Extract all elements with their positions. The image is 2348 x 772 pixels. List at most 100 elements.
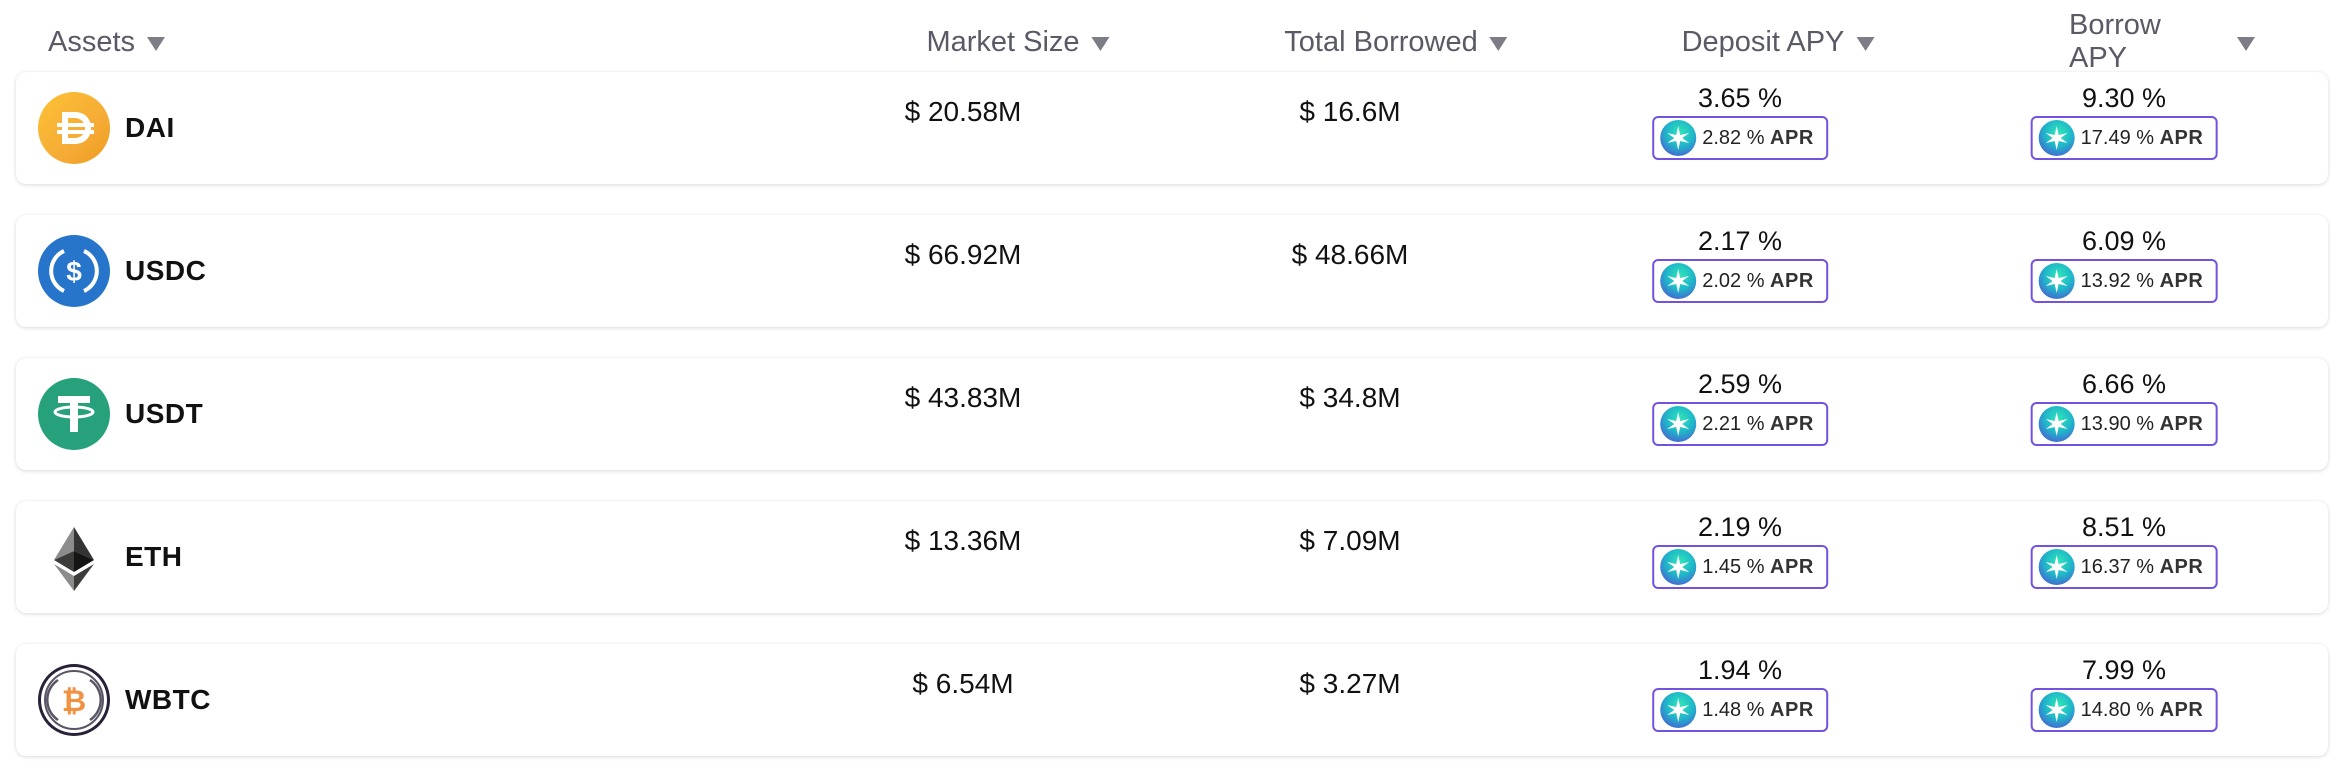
header-label: Market Size [926,25,1080,58]
reward-token-icon [1660,692,1697,728]
market-size-value: $ 13.36M [904,525,1022,556]
reward-token-icon [1660,263,1697,299]
dai-icon [38,92,110,164]
borrow-apy-cell: 6.66 % 13.90 % APR [2030,368,2218,446]
svg-text:₿: ₿ [62,685,86,718]
borrow-apr-value: 16.37 % [2080,555,2155,578]
table-row[interactable]: $ USDC $ 66.92M $ 48.66M 2.17 % 2.02 % A… [16,215,2328,327]
total-borrowed-value: $ 3.27M [1299,668,1401,699]
apr-suffix: APR [2159,698,2204,721]
deposit-apr-value: 1.45 % [1702,555,1765,578]
apr-suffix: APR [2159,555,2204,578]
borrow-apr-value: 17.49 % [2080,126,2155,149]
reward-token-icon [2038,263,2075,299]
header-label: Deposit APY [1681,25,1845,58]
reward-token-icon [1660,120,1697,156]
asset-name: WBTC [125,684,211,715]
deposit-apy-value: 2.17 % [1697,226,1783,256]
sort-caret-icon [1489,36,1508,51]
apr-suffix: APR [2159,412,2204,435]
reward-token-icon [1660,406,1697,442]
sort-borrow-apy[interactable]: Borrow APY [2069,9,2255,74]
sort-caret-icon [147,36,166,51]
deposit-apr-value: 1.48 % [1702,698,1765,721]
deposit-apy-cell: 2.19 % 1.45 % APR [1652,511,1828,589]
apr-suffix: APR [1770,698,1814,721]
deposit-apr-badge[interactable]: 1.45 % APR [1652,545,1828,589]
deposit-apr-badge[interactable]: 2.82 % APR [1652,116,1828,160]
deposit-apr-value: 2.21 % [1702,412,1765,435]
deposit-apy-cell: 2.17 % 2.02 % APR [1652,225,1828,303]
borrow-apy-cell: 8.51 % 16.37 % APR [2030,511,2218,589]
deposit-apr-value: 2.02 % [1702,269,1765,292]
sort-market-size[interactable]: Market Size [926,22,1110,62]
reward-token-icon [2038,406,2075,442]
sort-caret-icon [1856,36,1875,51]
asset-name: USDT [125,398,204,429]
header-label: Total Borrowed [1284,25,1478,58]
borrow-apy-value: 7.99 % [2081,655,2167,685]
total-borrowed-value: $ 48.66M [1291,239,1409,270]
deposit-apy-value: 3.65 % [1697,83,1783,113]
total-borrowed-value: $ 7.09M [1299,525,1401,556]
deposit-apy-value: 2.19 % [1697,512,1783,542]
market-size-value: $ 6.54M [912,668,1014,699]
reward-token-icon [1660,549,1697,585]
usdt-icon [38,378,110,450]
borrow-apy-cell: 7.99 % 14.80 % APR [2030,654,2218,732]
apr-suffix: APR [1770,555,1814,578]
total-borrowed-value: $ 16.6M [1299,96,1401,127]
borrow-apy-value: 6.09 % [2081,226,2167,256]
table-header: Assets Market Size Total Borrowed Deposi… [0,0,2348,74]
apr-suffix: APR [2159,269,2204,292]
borrow-apr-badge[interactable]: 14.80 % APR [2030,688,2218,732]
reward-token-icon [2038,692,2075,728]
header-label: Borrow APY [2069,9,2161,74]
asset-name: DAI [125,112,175,143]
table-row[interactable]: ₿ WBTC $ 6.54M $ 3.27M 1.94 % 1.48 % APR… [16,644,2328,756]
borrow-apr-value: 13.92 % [2080,269,2155,292]
header-label: Assets [48,25,136,58]
borrow-apy-value: 9.30 % [2081,83,2167,113]
borrow-apr-value: 13.90 % [2080,412,2155,435]
sort-total-borrowed[interactable]: Total Borrowed [1284,22,1508,62]
reward-token-icon [2038,120,2075,156]
market-size-value: $ 43.83M [904,382,1022,413]
deposit-apr-value: 2.82 % [1702,126,1765,149]
total-borrowed-value: $ 34.8M [1299,382,1401,413]
apr-suffix: APR [1770,126,1814,149]
asset-name: USDC [125,255,207,286]
market-size-value: $ 20.58M [904,96,1022,127]
deposit-apy-cell: 3.65 % 2.82 % APR [1652,82,1828,160]
reward-token-icon [2038,549,2075,585]
wbtc-icon: ₿ [38,664,110,736]
borrow-apr-badge[interactable]: 16.37 % APR [2030,545,2218,589]
borrow-apy-cell: 9.30 % 17.49 % APR [2030,82,2218,160]
table-row[interactable]: DAI $ 20.58M $ 16.6M 3.65 % 2.82 % APR 9… [16,72,2328,184]
sort-caret-icon [2237,36,2255,51]
borrow-apy-value: 6.66 % [2081,369,2167,399]
table-row[interactable]: ETH $ 13.36M $ 7.09M 2.19 % 1.45 % APR 8… [16,501,2328,613]
borrow-apr-badge[interactable]: 13.90 % APR [2030,402,2218,446]
borrow-apr-badge[interactable]: 17.49 % APR [2030,116,2218,160]
apr-suffix: APR [1770,412,1814,435]
borrow-apr-value: 14.80 % [2080,698,2155,721]
borrow-apy-cell: 6.09 % 13.92 % APR [2030,225,2218,303]
sort-deposit-apy[interactable]: Deposit APY [1682,22,1875,62]
deposit-apy-value: 1.94 % [1697,655,1783,685]
asset-name: ETH [125,541,183,572]
deposit-apr-badge[interactable]: 2.02 % APR [1652,259,1828,303]
borrow-apr-badge[interactable]: 13.92 % APR [2030,259,2218,303]
apr-suffix: APR [1770,269,1814,292]
deposit-apr-badge[interactable]: 2.21 % APR [1652,402,1828,446]
sort-assets[interactable]: Assets [48,22,166,62]
deposit-apr-badge[interactable]: 1.48 % APR [1652,688,1828,732]
apr-suffix: APR [2159,126,2204,149]
table-row[interactable]: USDT $ 43.83M $ 34.8M 2.59 % 2.21 % APR … [16,358,2328,470]
deposit-apy-value: 2.59 % [1697,369,1783,399]
usdc-icon: $ [38,235,110,307]
market-size-value: $ 66.92M [904,239,1022,270]
eth-icon [38,521,110,593]
sort-caret-icon [1091,36,1110,51]
